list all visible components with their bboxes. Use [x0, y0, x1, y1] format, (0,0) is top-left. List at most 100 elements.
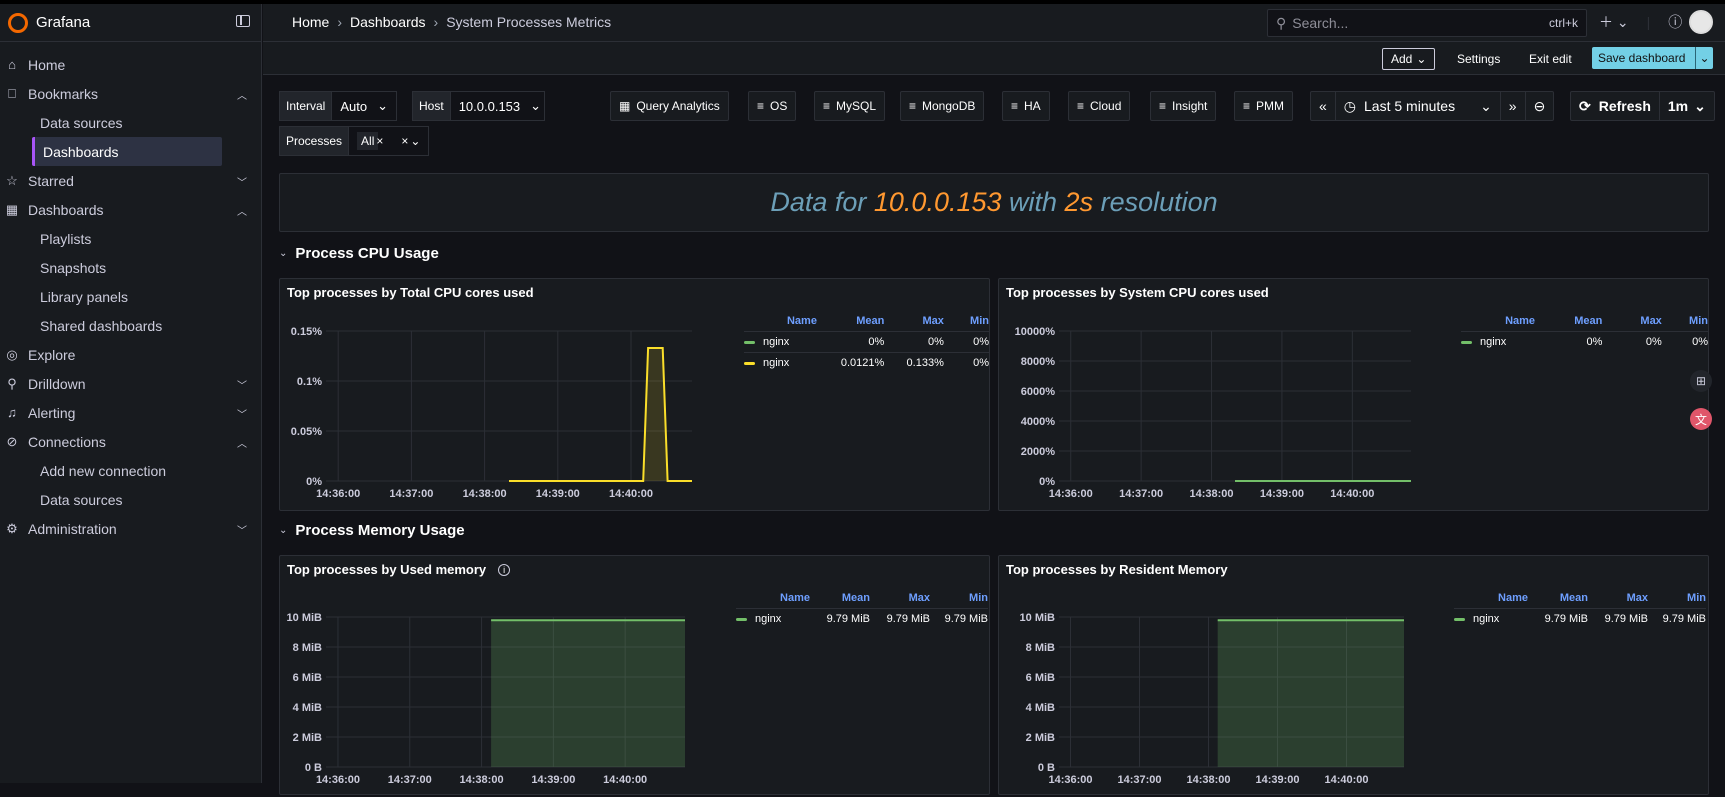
- dock-menu-icon[interactable]: [236, 15, 250, 27]
- x-tick-label: 14:37:00: [1119, 488, 1163, 500]
- sidebar-item-data-sources[interactable]: Data sources: [40, 114, 123, 131]
- breadcrumb-dashboards[interactable]: Dashboards: [350, 14, 426, 30]
- legend-header-name[interactable]: Name: [780, 592, 810, 604]
- sidebar-item-starred[interactable]: ☆ Starred ﹀: [0, 166, 261, 195]
- legend-value: 9.79 MiB: [870, 608, 930, 629]
- clear-icon[interactable]: ×: [401, 134, 409, 148]
- link-mongodb[interactable]: ≡ MongoDB: [900, 91, 985, 121]
- info-icon[interactable]: i: [498, 564, 511, 576]
- legend-header-min[interactable]: Min: [1687, 592, 1706, 604]
- sidebar-item-connections-data-sources[interactable]: Data sources: [40, 491, 123, 508]
- legend-row[interactable]: nginx 0% 0% 0%: [1461, 331, 1708, 352]
- legend-header-max[interactable]: Max: [1626, 592, 1648, 604]
- sidebar-item-bookmarks[interactable]: ⎕ Bookmarks ︿: [0, 79, 261, 108]
- legend-header-max[interactable]: Max: [908, 592, 930, 604]
- interval-select[interactable]: Auto ⌄: [332, 91, 398, 121]
- save-dashboard-button[interactable]: Save dashboard ⌄: [1592, 47, 1713, 69]
- add-widget-icon[interactable]: ⊞: [1690, 370, 1712, 392]
- processes-select[interactable]: All × × ⌄: [349, 126, 430, 156]
- sidebar-item-label: Administration: [28, 520, 117, 537]
- sidebar-item-connections[interactable]: ⊘ Connections ︿: [0, 427, 261, 456]
- exit-edit-button[interactable]: Exit edit: [1529, 52, 1572, 66]
- legend-row[interactable]: nginx 9.79 MiB 9.79 MiB 9.79 MiB: [1454, 608, 1706, 629]
- legend-header-max[interactable]: Max: [922, 315, 944, 327]
- chevron-down-icon[interactable]: ﹀: [237, 410, 247, 421]
- sidebar-item-home[interactable]: ⌂ Home: [0, 50, 261, 79]
- chevrons-left-icon: «: [1319, 98, 1327, 114]
- link-mysql[interactable]: ≡ MySQL: [814, 91, 886, 121]
- link-cloud[interactable]: ≡ Cloud: [1068, 91, 1131, 121]
- chevron-down-icon[interactable]: ﹀: [237, 381, 247, 392]
- link-os[interactable]: ≡ OS: [748, 91, 797, 121]
- x-tick-label: 14:36:00: [1049, 488, 1093, 500]
- sidebar-item-alerting[interactable]: ♫ Alerting ﹀: [0, 398, 261, 427]
- translate-icon[interactable]: 文: [1690, 408, 1712, 430]
- settings-button[interactable]: Settings: [1457, 52, 1501, 66]
- row-memory-usage[interactable]: ⌄ Process Memory Usage: [279, 522, 465, 539]
- row-cpu-usage[interactable]: ⌄ Process CPU Usage: [279, 245, 439, 262]
- refresh-interval-select[interactable]: 1m ⌄: [1660, 92, 1714, 120]
- sidebar-item-snapshots[interactable]: Snapshots: [40, 259, 107, 276]
- add-button[interactable]: Add ⌄: [1382, 48, 1436, 70]
- x-tick-label: 14:38:00: [1190, 488, 1234, 500]
- host-select[interactable]: 10.0.0.153 ⌄: [450, 91, 545, 121]
- y-tick-label: 0.05%: [291, 426, 322, 438]
- legend-series-name: nginx: [1461, 331, 1536, 352]
- panel-used-memory[interactable]: Top processes by Used memory i 0 B 2 MiB 4 …: [279, 555, 990, 795]
- link-label: MySQL: [836, 99, 877, 113]
- sidebar-item-playlists[interactable]: Playlists: [40, 230, 92, 247]
- legend-header-mean[interactable]: Mean: [1559, 592, 1588, 604]
- sidebar-item-drilldown[interactable]: ⚲ Drilldown ﹀: [0, 369, 261, 398]
- sidebar-item-add-new-connection[interactable]: Add new connection: [40, 462, 167, 479]
- legend-row[interactable]: nginx 9.79 MiB 9.79 MiB 9.79 MiB: [736, 608, 988, 629]
- legend-header-min[interactable]: Min: [1689, 315, 1708, 327]
- chevron-down-icon[interactable]: ⌄: [1695, 47, 1713, 69]
- chevron-up-icon[interactable]: ︿: [237, 207, 247, 218]
- chevron-down-icon[interactable]: ﹀: [237, 526, 247, 537]
- legend-header-max[interactable]: Max: [1640, 315, 1662, 327]
- link-insight[interactable]: ≡ Insight: [1150, 91, 1217, 121]
- legend-header-name[interactable]: Name: [1498, 592, 1528, 604]
- legend-header-min[interactable]: Min: [970, 315, 989, 327]
- time-range-picker[interactable]: ◷ Last 5 minutes ⌄: [1336, 92, 1501, 120]
- avatar[interactable]: [1689, 10, 1713, 34]
- legend-header-name[interactable]: Name: [786, 315, 817, 327]
- legend-header-mean[interactable]: Mean: [856, 315, 885, 327]
- refresh-button[interactable]: ⟳ Refresh: [1571, 92, 1660, 120]
- compass-icon: ◎: [6, 346, 18, 362]
- legend-series-label: nginx: [755, 613, 782, 625]
- zoom-out-button[interactable]: ⊖: [1526, 92, 1554, 120]
- legend-header-name[interactable]: Name: [1505, 315, 1536, 327]
- search-input[interactable]: ⚲ Search... ctrl+k: [1267, 9, 1587, 37]
- chevron-down-icon[interactable]: ﹀: [237, 178, 247, 189]
- sidebar-item-explore[interactable]: ◎ Explore: [0, 340, 261, 369]
- sidebar-item-library-panels[interactable]: Library panels: [40, 288, 128, 305]
- sidebar-item-shared-dashboards[interactable]: Shared dashboards: [40, 317, 163, 334]
- legend-header-mean[interactable]: Mean: [1574, 315, 1603, 327]
- time-forward-button[interactable]: »: [1501, 92, 1526, 120]
- legend-row[interactable]: nginx 0.0121% 0.133% 0%: [744, 352, 989, 373]
- legend-header-min[interactable]: Min: [969, 592, 988, 604]
- chevron-up-icon[interactable]: ︿: [237, 439, 247, 450]
- link-pmm[interactable]: ≡ PMM: [1234, 91, 1294, 121]
- link-ha[interactable]: ≡ HA: [1002, 91, 1050, 121]
- legend-swatch: [736, 617, 747, 621]
- remove-tag-icon[interactable]: ×: [376, 134, 384, 148]
- panel-total-cpu[interactable]: Top processes by Total CPU cores used 0%…: [279, 278, 990, 511]
- legend-row[interactable]: nginx 0% 0% 0%: [744, 331, 989, 353]
- sidebar-item-administration[interactable]: ⚙ Administration ﹀: [0, 514, 261, 543]
- breadcrumb-home[interactable]: Home: [292, 14, 330, 30]
- help-icon[interactable]: ⓘ: [1668, 14, 1683, 30]
- time-back-button[interactable]: «: [1311, 92, 1336, 120]
- sidebar-item-dashboards[interactable]: ▦ Dashboards ︿: [0, 195, 261, 224]
- grafana-logo-icon[interactable]: [8, 12, 28, 33]
- link-query-analytics[interactable]: ▦ Query Analytics: [610, 91, 729, 121]
- legend-header-mean[interactable]: Mean: [841, 592, 870, 604]
- panel-resident-memory[interactable]: Top processes by Resident Memory 0 B 2 Mi…: [998, 555, 1709, 795]
- chevron-up-icon[interactable]: ︿: [237, 91, 247, 102]
- chart-used-memory: 0 B 2 MiB 4 MiB 6 MiB 8 MiB 10 MiB 14:36:00 14:…: [280, 592, 730, 797]
- panel-system-cpu[interactable]: Top processes by System CPU cores used 0…: [998, 278, 1709, 511]
- plus-menu-icon[interactable]: ＋ ⌄: [1599, 14, 1629, 30]
- sidebar-item-dashboards-bookmark[interactable]: Dashboards: [32, 137, 222, 166]
- interval-label: Interval: [279, 91, 333, 121]
